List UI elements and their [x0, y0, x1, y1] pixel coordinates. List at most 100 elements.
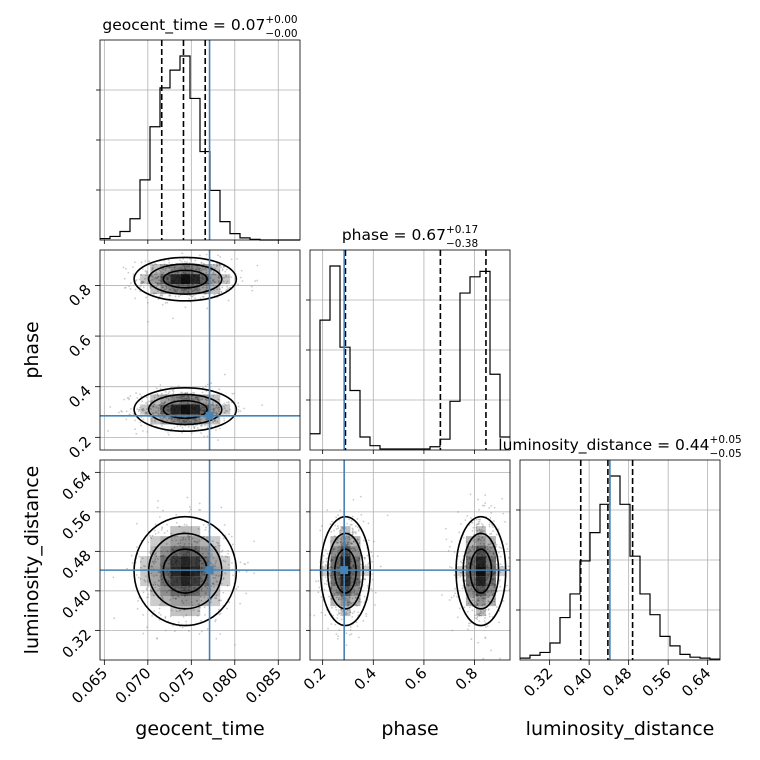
scatter-point	[199, 270, 202, 272]
scatter-point	[335, 608, 338, 611]
scatter-point	[492, 589, 495, 592]
scatter-point	[370, 588, 372, 590]
scatter-point	[201, 587, 204, 590]
scatter-point	[490, 649, 492, 652]
scatter-point	[346, 543, 349, 546]
scatter-point	[353, 590, 356, 593]
scatter-point	[350, 603, 352, 605]
scatter-point	[200, 538, 203, 540]
scatter-point	[174, 289, 177, 292]
scatter-point	[165, 285, 168, 288]
scatter-point	[452, 595, 455, 597]
scatter-point	[205, 253, 208, 256]
scatter-point	[213, 411, 216, 414]
scatter-point	[225, 274, 227, 277]
scatter-point	[480, 614, 483, 617]
scatter-point	[477, 521, 480, 523]
scatter-point	[214, 597, 216, 599]
scatter-point	[199, 288, 202, 291]
scatter-point	[479, 529, 481, 532]
scatter-point	[238, 570, 241, 573]
density-cell	[200, 536, 211, 547]
scatter-point	[441, 594, 443, 596]
scatter-point	[347, 541, 350, 544]
scatter-point	[147, 596, 149, 598]
scatter-point	[200, 432, 202, 434]
scatter-point	[144, 270, 147, 272]
scatter-point	[449, 545, 451, 548]
scatter-point	[481, 597, 484, 600]
scatter-point	[168, 267, 171, 269]
scatter-point	[339, 529, 342, 532]
contour-fill	[456, 517, 506, 626]
scatter-point	[330, 588, 333, 591]
scatter-point	[347, 600, 350, 603]
scatter-point	[474, 601, 477, 603]
scatter-point	[363, 556, 366, 559]
scatter-point	[469, 549, 472, 552]
scatter-point	[487, 544, 490, 546]
scatter-point	[176, 271, 179, 274]
scatter-point	[178, 285, 181, 287]
histogram-phase	[310, 265, 510, 450]
scatter-point	[362, 619, 365, 622]
scatter-point	[466, 628, 469, 631]
scatter-point	[489, 543, 492, 546]
scatter-point	[493, 506, 496, 509]
scatter-point	[233, 392, 236, 395]
scatter-point	[490, 532, 493, 535]
scatter-point	[479, 542, 482, 545]
y-axis-label-luminosity_distance: luminosity_distance	[21, 466, 43, 655]
contour-0	[319, 515, 372, 627]
scatter-point	[185, 599, 188, 602]
scatter-point	[486, 548, 489, 551]
scatter-point	[338, 549, 341, 551]
scatter-point	[178, 525, 181, 528]
density-cell	[190, 264, 201, 275]
scatter-point	[178, 268, 181, 271]
scatter-point	[489, 550, 492, 553]
scatter-point	[495, 533, 498, 536]
scatter-point	[159, 388, 162, 390]
scatter-point	[206, 383, 209, 386]
scatter-point	[211, 552, 213, 555]
scatter-point	[341, 597, 344, 600]
scatter-point	[200, 424, 203, 426]
scatter-point	[163, 416, 165, 419]
scatter-point	[204, 613, 206, 616]
scatter-point	[211, 564, 214, 566]
scatter-point	[203, 535, 205, 538]
scatter-point	[218, 292, 220, 295]
density-cell	[485, 546, 496, 557]
scatter-point	[217, 276, 220, 279]
scatter-point	[457, 511, 460, 513]
scatter-point	[331, 520, 334, 523]
scatter-point	[468, 548, 471, 551]
density-cell	[190, 394, 201, 405]
scatter-point	[154, 419, 156, 422]
density-cell	[160, 274, 171, 285]
scatter-point	[348, 538, 351, 541]
scatter-point	[191, 265, 194, 268]
scatter-point	[472, 596, 475, 599]
scatter-point	[127, 271, 130, 274]
scatter-point	[487, 608, 490, 610]
scatter-point	[141, 280, 144, 283]
scatter-point	[151, 615, 154, 617]
scatter-point	[157, 394, 159, 396]
density-cell	[140, 576, 151, 587]
scatter-point	[212, 582, 214, 585]
scatter-point	[205, 285, 208, 287]
scatter-point	[476, 603, 478, 605]
contour-2	[334, 548, 357, 594]
scatter-point	[467, 589, 470, 591]
scatter-point	[488, 613, 491, 615]
scatter-point	[337, 527, 340, 530]
scatter-point	[222, 577, 225, 579]
scatter-point	[167, 433, 170, 436]
scatter-point	[124, 287, 126, 289]
scatter-point	[374, 591, 377, 594]
density-cell	[475, 576, 486, 587]
density-cell	[475, 556, 486, 567]
scatter-point	[147, 593, 150, 596]
